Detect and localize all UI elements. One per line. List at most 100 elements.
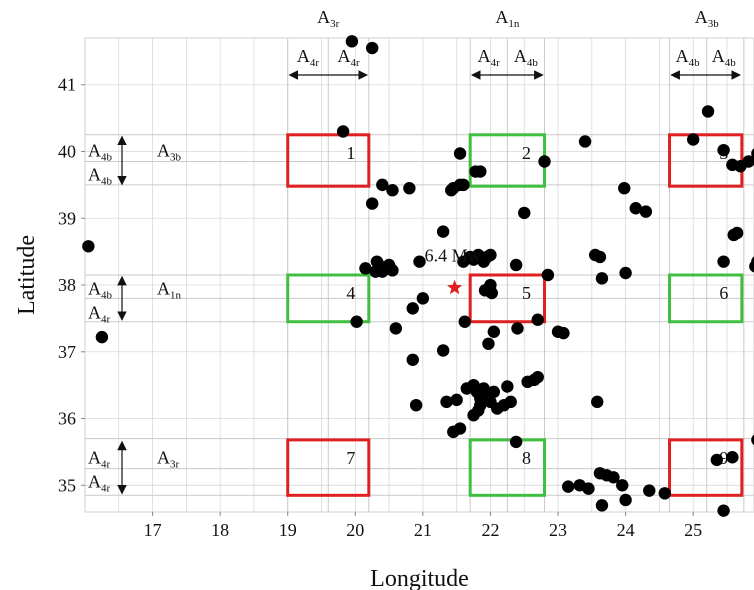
mainshock-star [447, 279, 463, 295]
region-box-number-2: 2 [522, 143, 531, 163]
event-point [403, 182, 416, 195]
left-group-label: A3r [157, 448, 180, 471]
event-point [416, 292, 430, 305]
event-point [531, 370, 544, 384]
x-tick-label: 23 [549, 520, 567, 540]
event-point [618, 182, 631, 195]
event-point [370, 255, 384, 268]
event-point [359, 262, 372, 275]
x-tick-label: 25 [684, 520, 702, 540]
y-tick-label: 41 [58, 75, 76, 95]
x-tick-label: 19 [279, 520, 297, 540]
event-point [595, 499, 609, 512]
event-point [593, 250, 607, 264]
event-point [582, 482, 595, 495]
event-point [686, 133, 700, 146]
y-tick-label: 39 [58, 208, 76, 228]
region-box-number-8: 8 [522, 448, 531, 468]
left-sub-label-bottom: A4r [88, 302, 111, 325]
event-point [389, 322, 403, 335]
event-point [457, 178, 470, 192]
event-point [95, 330, 109, 344]
region-boxes-layer: 123456789 [286, 133, 744, 497]
event-point [717, 255, 730, 268]
region-box-4 [286, 273, 371, 324]
event-point [487, 385, 501, 399]
event-point [445, 184, 458, 197]
region-box-5 [468, 273, 547, 324]
event-point [607, 471, 620, 484]
event-point [436, 344, 450, 357]
event-point [561, 480, 575, 493]
event-point [365, 41, 379, 55]
mainshock-label: 6.4 Mw [425, 246, 481, 266]
event-point [616, 479, 629, 492]
event-point [482, 337, 495, 350]
event-point [538, 155, 551, 168]
event-point [336, 125, 350, 138]
region-box-number-7: 7 [346, 448, 355, 468]
event-point [717, 143, 730, 157]
region-box-6 [668, 273, 744, 324]
left-sub-label-top: A4r [88, 448, 111, 471]
event-point [474, 165, 487, 178]
left-sub-label-top: A4b [88, 141, 113, 164]
event-point [751, 434, 754, 446]
event-point [730, 226, 744, 240]
event-point [413, 255, 426, 268]
top-group-label: A1n [495, 7, 520, 30]
y-axis-title: Latitude [14, 235, 40, 315]
event-point [406, 353, 419, 366]
event-point [386, 184, 399, 197]
event-point [701, 105, 715, 118]
event-point [749, 260, 754, 273]
event-point [742, 155, 754, 168]
event-point [458, 315, 471, 328]
event-point [409, 398, 423, 412]
event-point [509, 435, 523, 449]
event-point [591, 395, 604, 409]
region-box-number-1: 1 [346, 143, 355, 163]
region-box-1 [286, 133, 371, 188]
mainshock-layer: 6.4 Mw [425, 246, 481, 295]
top-sub-label-right: A4b [514, 46, 539, 69]
event-points-layer [82, 35, 754, 517]
event-point [440, 395, 453, 409]
event-point [639, 205, 653, 218]
y-tick-label: 37 [58, 342, 76, 362]
event-point [643, 484, 656, 497]
event-point [450, 393, 463, 407]
band-lines-layer [85, 38, 754, 512]
event-point [504, 395, 517, 409]
event-point [619, 266, 632, 280]
event-point [386, 264, 399, 277]
event-point [518, 206, 531, 220]
event-point [717, 504, 730, 517]
event-point [474, 398, 487, 412]
event-point [629, 202, 642, 215]
event-point [485, 286, 499, 300]
top-sub-label-right: A4r [337, 46, 360, 69]
region-box-7 [286, 438, 371, 497]
region-box-number-5: 5 [522, 283, 531, 303]
event-point [619, 493, 632, 507]
x-tick-label: 20 [346, 520, 364, 540]
event-point [453, 422, 467, 435]
plot-frame [84, 37, 754, 513]
event-point [365, 197, 379, 210]
left-sub-label-top: A4b [88, 278, 113, 301]
top-sub-label-left: A4r [478, 46, 501, 69]
x-tick-label: 22 [481, 520, 499, 540]
event-point [710, 453, 724, 467]
event-point [436, 225, 450, 238]
region-box-number-9: 9 [719, 448, 728, 468]
x-tick-label: 18 [211, 520, 229, 540]
event-point [557, 326, 570, 340]
event-point [453, 147, 467, 160]
top-sub-label-right: A4b [712, 46, 737, 69]
region-box-9 [668, 438, 744, 497]
x-axis-title: Longitude [370, 566, 469, 590]
top-group-label: A3b [695, 7, 720, 30]
event-point [726, 451, 739, 464]
